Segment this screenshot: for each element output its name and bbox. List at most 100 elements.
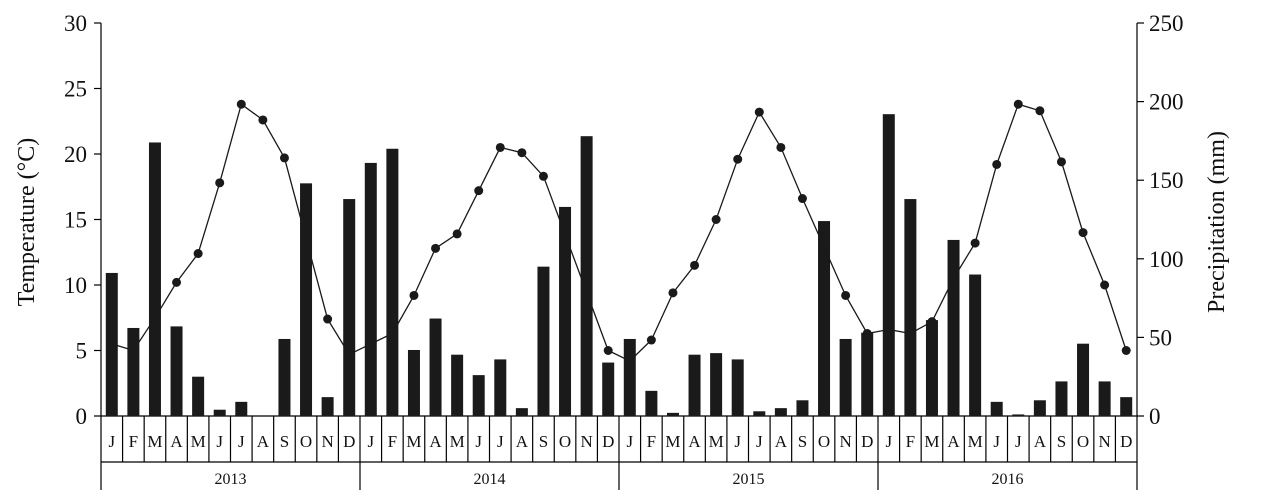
temperature-point bbox=[970, 238, 980, 248]
temperature-point bbox=[1121, 346, 1131, 355]
temperature-point bbox=[754, 107, 764, 117]
month-label: J bbox=[108, 432, 115, 451]
month-label: O bbox=[1077, 432, 1089, 451]
temperature-point bbox=[1035, 106, 1045, 116]
month-label: J bbox=[885, 432, 892, 451]
month-label: A bbox=[688, 432, 701, 451]
month-label: F bbox=[906, 432, 915, 451]
y-left-tick-label: 10 bbox=[64, 273, 87, 298]
temperature-point bbox=[1013, 99, 1023, 109]
precipitation-bar bbox=[364, 162, 377, 416]
month-label: S bbox=[1057, 432, 1066, 451]
temperature-point bbox=[668, 288, 678, 298]
precipitation-bar bbox=[559, 206, 572, 416]
temperature-point bbox=[797, 194, 807, 204]
precipitation-bar bbox=[904, 199, 917, 416]
temperature-point bbox=[344, 349, 354, 359]
precipitation-bar bbox=[990, 401, 1003, 416]
month-label: M bbox=[924, 432, 939, 451]
temperature-point bbox=[841, 290, 851, 300]
precipitation-bar bbox=[969, 274, 982, 416]
temperature-point bbox=[150, 313, 160, 323]
precipitation-bar bbox=[623, 338, 636, 416]
year-label: 2014 bbox=[474, 471, 506, 488]
month-label: F bbox=[647, 432, 656, 451]
temperature-point bbox=[733, 154, 743, 164]
month-label: M bbox=[450, 432, 465, 451]
month-label: M bbox=[709, 432, 724, 451]
temperature-point bbox=[409, 290, 419, 300]
precipitation-bar bbox=[451, 354, 464, 416]
y-left-axis-title: Temperature (°C) bbox=[14, 138, 40, 307]
y-left-tick-label: 30 bbox=[64, 11, 87, 36]
month-label: J bbox=[993, 432, 1000, 451]
month-label: J bbox=[1015, 432, 1022, 451]
precipitation-bar bbox=[882, 114, 895, 417]
precipitation-bar bbox=[710, 353, 723, 416]
y-right-tick-label: 0 bbox=[1149, 404, 1161, 429]
precipitation-bar bbox=[278, 338, 291, 416]
temperature-point bbox=[258, 115, 268, 125]
precipitation-bar bbox=[537, 266, 550, 416]
precipitation-bar bbox=[127, 327, 140, 416]
temperature-point bbox=[215, 178, 225, 188]
precipitation-bar bbox=[688, 354, 701, 416]
temperature-point bbox=[862, 328, 872, 338]
temperature-point bbox=[776, 142, 786, 152]
month-label: D bbox=[861, 432, 873, 451]
month-label: M bbox=[191, 432, 206, 451]
precipitation-bar bbox=[386, 148, 399, 416]
precipitation-bar bbox=[947, 239, 960, 416]
precipitation-bar bbox=[925, 320, 938, 416]
month-label: A bbox=[1034, 432, 1047, 451]
temperature-point bbox=[603, 346, 613, 355]
month-label: S bbox=[539, 432, 548, 451]
y-left-tick-label: 15 bbox=[64, 208, 87, 233]
temperature-point bbox=[1100, 280, 1110, 290]
temperature-point bbox=[128, 346, 138, 355]
precipitation-bar bbox=[1077, 343, 1090, 416]
month-label: J bbox=[626, 432, 633, 451]
temperature-point bbox=[279, 153, 289, 163]
precipitation-bar bbox=[796, 400, 809, 416]
month-label: A bbox=[516, 432, 529, 451]
y-left-tick-label: 0 bbox=[76, 404, 88, 429]
precipitation-bar bbox=[666, 412, 679, 416]
temperature-point bbox=[495, 142, 505, 152]
temperature-point bbox=[905, 328, 915, 338]
month-label: F bbox=[129, 432, 138, 451]
temperature-point bbox=[323, 314, 333, 324]
month-label: D bbox=[343, 432, 355, 451]
precipitation-bar bbox=[472, 375, 485, 416]
year-label: 2015 bbox=[733, 471, 765, 488]
temperature-point bbox=[927, 317, 937, 327]
temperature-point bbox=[949, 273, 959, 283]
year-label: 2013 bbox=[215, 471, 247, 488]
y-right-tick-label: 50 bbox=[1149, 325, 1172, 350]
precipitation-bar bbox=[1098, 381, 1111, 416]
month-label: S bbox=[280, 432, 289, 451]
precipitation-bar bbox=[494, 359, 507, 416]
month-label: O bbox=[300, 432, 312, 451]
precipitation-bar bbox=[1012, 414, 1025, 416]
temperature-line bbox=[107, 99, 1131, 366]
y-left-tick-label: 25 bbox=[64, 77, 87, 102]
precipitation-bar bbox=[343, 199, 356, 416]
temperature-point bbox=[646, 335, 656, 345]
month-label: D bbox=[602, 432, 614, 451]
y-right-tick-label: 100 bbox=[1149, 247, 1184, 272]
precipitation-bar bbox=[192, 376, 205, 416]
month-label: J bbox=[367, 432, 374, 451]
y-right-tick-label: 200 bbox=[1149, 90, 1184, 115]
temperature-point bbox=[193, 249, 203, 259]
precipitation-bar bbox=[774, 408, 787, 416]
temperature-point bbox=[1056, 157, 1066, 167]
precipitation-bar bbox=[321, 397, 334, 416]
temperature-point bbox=[538, 171, 548, 181]
precipitation-bar bbox=[602, 362, 615, 416]
chart-axes bbox=[94, 22, 1144, 490]
month-label: S bbox=[798, 432, 807, 451]
month-label: J bbox=[756, 432, 763, 451]
precipitation-bar bbox=[1055, 381, 1068, 416]
precipitation-bar bbox=[818, 221, 831, 416]
